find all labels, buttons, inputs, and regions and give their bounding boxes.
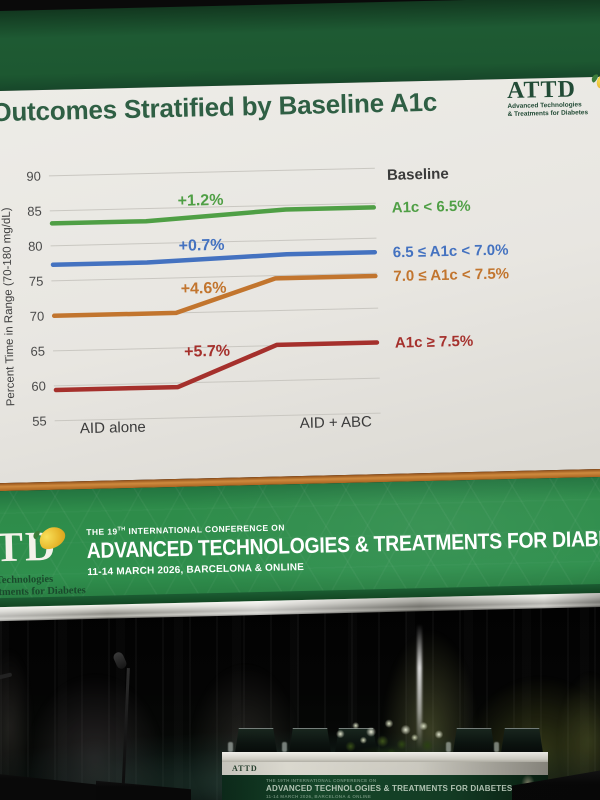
desk-banner-line2: ADVANCED TECHNOLOGIES & TREATMENTS FOR D…: [266, 784, 513, 793]
y-tick-label: 60: [31, 379, 46, 394]
conference-banner: ATTD Advanced Technologies & Treatments …: [0, 476, 600, 608]
water-glass: [282, 742, 287, 752]
y-tick-label: 65: [30, 344, 45, 359]
series-line-3: [53, 340, 380, 393]
desk-front-white-band: ATTD: [222, 762, 548, 775]
series-change-label-2: +4.6%: [181, 280, 227, 298]
acrylic-lectern: [289, 728, 331, 753]
series-line-0: [49, 205, 376, 226]
panel-desk: ATTD THE 19TH INTERNATIONAL CONFERENCE O…: [222, 709, 548, 800]
legend-item-label-2: 7.0 ≤ A1c < 7.5%: [393, 265, 509, 285]
water-glass: [228, 742, 233, 752]
series-line-1: [50, 249, 378, 267]
y-tick-label: 75: [29, 274, 44, 289]
series-line-2: [51, 273, 378, 319]
water-glass: [494, 742, 499, 752]
series-change-label-0: +1.2%: [177, 192, 223, 210]
legend-title: Baseline: [387, 165, 449, 183]
y-axis-title: Percent Time in Range (70-180 mg/dL): [1, 207, 18, 406]
acrylic-lectern: [501, 728, 543, 753]
x-category-label-1: AID + ABC: [300, 413, 373, 432]
tir-by-baseline-a1c-chart: 55 60 65 70 75 80 85 90 Percent Time in Range (7…: [1, 165, 510, 438]
legend-item-label-0: A1c < 6.5%: [392, 198, 471, 217]
acrylic-lectern: [235, 728, 277, 753]
projection-screen: Outcomes Stratified by Baseline A1c ATTD…: [0, 0, 600, 621]
gridline: [48, 167, 375, 177]
attd-logo-tagline: & Treatments for Diabetes: [507, 109, 589, 119]
desk-front-banner: THE 19TH INTERNATIONAL CONFERENCE ON ADV…: [222, 775, 548, 800]
gridline: [54, 412, 381, 422]
acrylic-lectern: [453, 728, 495, 753]
attd-logo-text: ATTD: [506, 76, 577, 105]
series-change-label-1: +0.7%: [179, 237, 225, 255]
desk-attd-logo: ATTD: [232, 764, 258, 773]
legend-item-label-3: A1c ≥ 7.5%: [395, 333, 474, 352]
desk-banner-line1: THE 19TH INTERNATIONAL CONFERENCE ON: [266, 778, 377, 783]
y-tick-label: 70: [30, 309, 45, 324]
stage: ATTD THE 19TH INTERNATIONAL CONFERENCE O…: [0, 596, 600, 800]
y-tick-label: 90: [26, 169, 41, 184]
series-change-label-3: +5.7%: [184, 343, 230, 361]
gridline: [51, 272, 378, 282]
gridline: [53, 377, 380, 387]
slide-title: Outcomes Stratified by Baseline A1c: [0, 86, 438, 128]
gridline: [49, 202, 376, 212]
desk-tabletop: [222, 752, 548, 762]
y-tick-label: 80: [28, 239, 43, 254]
slide: Outcomes Stratified by Baseline A1c ATTD…: [0, 69, 600, 484]
attd-logo: ATTD Advanced Technologies & Treatments …: [506, 69, 600, 119]
y-tick-label: 55: [32, 414, 47, 429]
gridline: [50, 237, 377, 247]
spotlight-beam: [417, 624, 422, 749]
x-category-label-0: AID alone: [80, 419, 146, 438]
legend-item-label-1: 6.5 ≤ A1c < 7.0%: [393, 242, 509, 262]
y-tick-label: 85: [27, 204, 42, 219]
desk-banner-line3: 11-14 MARCH 2026, BARCELONA & ONLINE: [266, 794, 372, 799]
